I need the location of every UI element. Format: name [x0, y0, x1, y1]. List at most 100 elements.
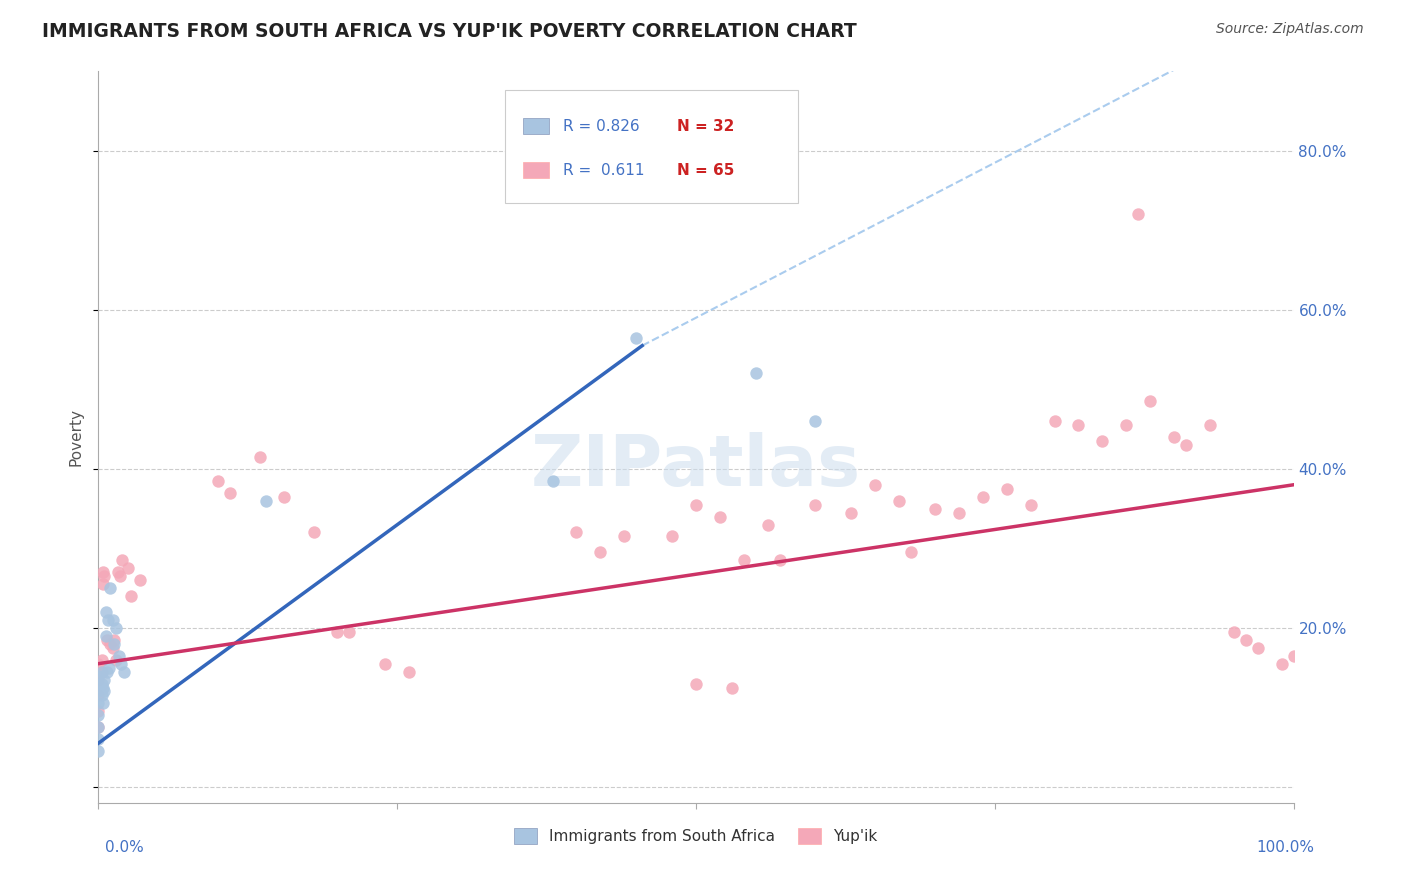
Text: R = 0.826: R = 0.826: [564, 119, 640, 134]
Point: [254, 493, 277, 508]
Point: [87, 705, 110, 719]
Point: [626, 331, 648, 345]
FancyBboxPatch shape: [523, 162, 548, 178]
Point: [108, 569, 131, 583]
Point: [541, 474, 564, 488]
Point: [87, 689, 110, 703]
Point: [87, 673, 110, 687]
Point: [110, 657, 132, 671]
Point: [1223, 624, 1246, 639]
Point: [87, 708, 110, 723]
Point: [91, 697, 114, 711]
Point: [87, 697, 110, 711]
Point: [841, 506, 863, 520]
Point: [733, 553, 755, 567]
Point: [93, 673, 115, 687]
Y-axis label: Poverty: Poverty: [67, 408, 83, 467]
Point: [120, 589, 142, 603]
Point: [219, 485, 242, 500]
Point: [207, 474, 229, 488]
Point: [93, 684, 115, 698]
Point: [1091, 434, 1114, 448]
Point: [900, 545, 922, 559]
Point: [91, 577, 114, 591]
Point: [661, 529, 683, 543]
Point: [1139, 394, 1161, 409]
Point: [91, 653, 114, 667]
Point: [995, 482, 1018, 496]
Point: [107, 566, 129, 580]
Point: [768, 553, 790, 567]
Point: [721, 681, 744, 695]
Point: [94, 605, 117, 619]
FancyBboxPatch shape: [505, 90, 797, 203]
Point: [91, 681, 114, 695]
Point: [273, 490, 295, 504]
Point: [1067, 418, 1090, 433]
Point: [129, 573, 152, 587]
FancyBboxPatch shape: [523, 118, 548, 135]
Point: [91, 665, 114, 679]
Point: [107, 648, 129, 663]
Point: [804, 498, 827, 512]
Text: IMMIGRANTS FROM SOUTH AFRICA VS YUP'IK POVERTY CORRELATION CHART: IMMIGRANTS FROM SOUTH AFRICA VS YUP'IK P…: [42, 22, 856, 41]
Point: [249, 450, 271, 464]
Text: R =  0.611: R = 0.611: [564, 162, 645, 178]
Point: [94, 629, 117, 643]
Point: [103, 632, 125, 647]
Point: [804, 414, 827, 428]
Point: [745, 367, 768, 381]
Point: [1128, 207, 1150, 221]
Point: [1199, 418, 1222, 433]
Point: [565, 525, 588, 540]
Point: [613, 529, 636, 543]
Text: 100.0%: 100.0%: [1257, 840, 1315, 855]
Point: [87, 720, 110, 734]
Point: [1115, 418, 1137, 433]
Point: [96, 632, 118, 647]
Text: Source: ZipAtlas.com: Source: ZipAtlas.com: [1216, 22, 1364, 37]
Legend: Immigrants from South Africa, Yup'ik: Immigrants from South Africa, Yup'ik: [508, 822, 884, 850]
Point: [87, 657, 110, 671]
Text: N = 65: N = 65: [676, 162, 734, 178]
Point: [1043, 414, 1066, 428]
Point: [374, 657, 396, 671]
Point: [91, 676, 114, 690]
Text: 0.0%: 0.0%: [105, 840, 145, 855]
Point: [103, 637, 125, 651]
Point: [1163, 430, 1185, 444]
Point: [1271, 657, 1294, 671]
Point: [98, 581, 122, 595]
Point: [98, 637, 122, 651]
Point: [339, 624, 361, 639]
Point: [756, 517, 779, 532]
Point: [924, 501, 946, 516]
Point: [709, 509, 731, 524]
Point: [972, 490, 994, 504]
Point: [948, 506, 970, 520]
Point: [91, 665, 114, 679]
Point: [1019, 498, 1042, 512]
Point: [87, 744, 110, 758]
Text: N = 32: N = 32: [676, 119, 734, 134]
Point: [97, 613, 120, 627]
Point: [1247, 640, 1270, 655]
Point: [685, 676, 707, 690]
Point: [87, 684, 110, 698]
Point: [91, 689, 114, 703]
Point: [117, 561, 139, 575]
Point: [685, 498, 707, 512]
Point: [93, 569, 115, 583]
Point: [87, 668, 110, 682]
Point: [302, 525, 325, 540]
Point: [865, 477, 887, 491]
Point: [112, 665, 135, 679]
Point: [87, 676, 110, 690]
Point: [105, 621, 128, 635]
Point: [98, 660, 121, 674]
Point: [105, 653, 128, 667]
Point: [87, 732, 110, 747]
Point: [889, 493, 911, 508]
Point: [1175, 438, 1198, 452]
Point: [589, 545, 612, 559]
